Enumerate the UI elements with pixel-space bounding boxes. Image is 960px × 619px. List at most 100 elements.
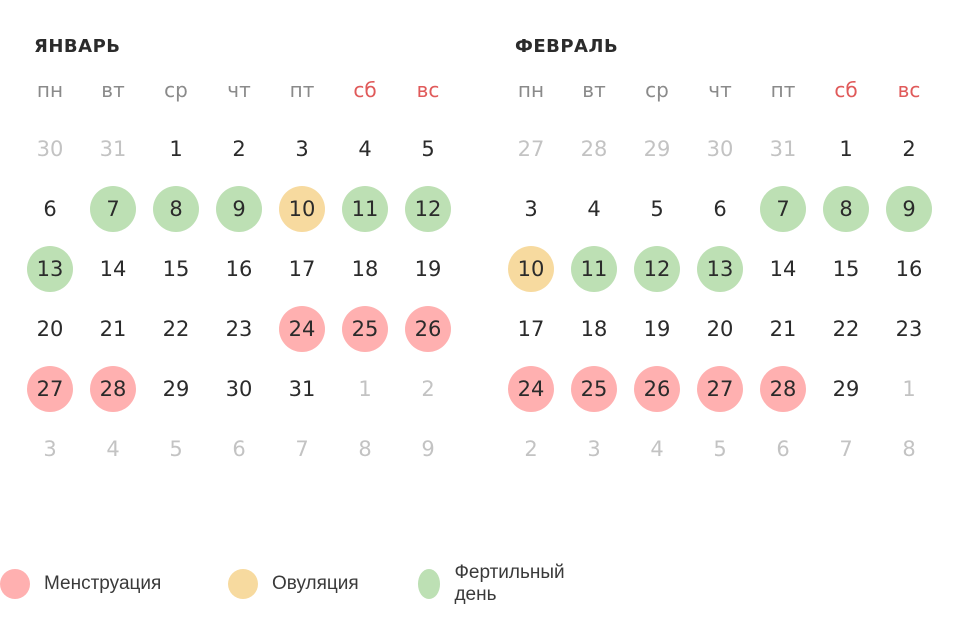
day-cell[interactable]: 19 [414,257,442,281]
day-cell[interactable]: 1 [839,137,853,161]
day-cell[interactable]: 31 [99,137,127,161]
day-cell[interactable]: 5 [421,137,435,161]
day-cell[interactable]: 6 [713,197,727,221]
day-cell[interactable]: 1 [902,377,916,401]
weekday-label: чт [227,78,251,102]
day-cell-menstruation[interactable]: 25 [571,366,617,412]
day-cell-fertile[interactable]: 12 [634,246,680,292]
day-cell-menstruation[interactable]: 28 [760,366,806,412]
day-cell[interactable]: 1 [169,137,183,161]
day-cell[interactable]: 2 [232,137,246,161]
day-cell[interactable]: 4 [106,437,120,461]
weekday-label: вс [897,78,921,102]
day-cell[interactable]: 6 [43,197,57,221]
day-cell[interactable]: 16 [225,257,253,281]
weekday-label: вс [416,78,440,102]
day-cell-fertile[interactable]: 7 [90,186,136,232]
day-cell[interactable]: 8 [358,437,372,461]
day-cell-fertile[interactable]: 13 [697,246,743,292]
day-cell[interactable]: 15 [162,257,190,281]
day-cell-fertile[interactable]: 11 [342,186,388,232]
day-cell[interactable]: 3 [524,197,538,221]
day-cell[interactable]: 3 [43,437,57,461]
day-cell[interactable]: 5 [169,437,183,461]
day-cell-menstruation[interactable]: 27 [697,366,743,412]
day-cell-ovulation[interactable]: 10 [279,186,325,232]
weekday-label: сб [353,78,377,102]
day-cell[interactable]: 21 [99,317,127,341]
day-cell[interactable]: 20 [706,317,734,341]
day-cell[interactable]: 9 [421,437,435,461]
day-cell[interactable]: 4 [587,197,601,221]
day-cell[interactable]: 20 [36,317,64,341]
weekday-label: пн [517,78,545,102]
day-cell[interactable]: 29 [832,377,860,401]
day-cell[interactable]: 17 [288,257,316,281]
weekday-label: чт [708,78,732,102]
day-cell[interactable]: 7 [295,437,309,461]
day-cell[interactable]: 23 [895,317,923,341]
weekday-label: пн [36,78,64,102]
day-cell[interactable]: 19 [643,317,671,341]
day-cell[interactable]: 14 [769,257,797,281]
day-cell[interactable]: 23 [225,317,253,341]
day-cell[interactable]: 28 [580,137,608,161]
month-title: ЯНВАРЬ [34,36,121,57]
day-cell[interactable]: 17 [517,317,545,341]
legend-label: Менструация [44,573,162,594]
day-cell-fertile[interactable]: 7 [760,186,806,232]
day-cell[interactable]: 30 [36,137,64,161]
day-cell[interactable]: 1 [358,377,372,401]
day-cell-menstruation[interactable]: 28 [90,366,136,412]
day-cell-ovulation[interactable]: 10 [508,246,554,292]
day-cell-menstruation[interactable]: 24 [279,306,325,352]
legend-label: Фертильный день [454,562,565,605]
day-cell-menstruation[interactable]: 25 [342,306,388,352]
day-cell[interactable]: 31 [288,377,316,401]
ovulation-dot-icon [228,569,258,599]
day-cell-menstruation[interactable]: 24 [508,366,554,412]
day-cell-fertile[interactable]: 12 [405,186,451,232]
day-cell[interactable]: 18 [580,317,608,341]
day-cell-fertile[interactable]: 11 [571,246,617,292]
day-cell[interactable]: 8 [902,437,916,461]
day-cell[interactable]: 5 [713,437,727,461]
day-cell[interactable]: 18 [351,257,379,281]
day-cell[interactable]: 30 [225,377,253,401]
day-cell[interactable]: 29 [162,377,190,401]
day-cell[interactable]: 22 [832,317,860,341]
day-cell[interactable]: 4 [650,437,664,461]
day-cell[interactable]: 14 [99,257,127,281]
day-cell[interactable]: 6 [232,437,246,461]
day-cell[interactable]: 21 [769,317,797,341]
day-cell[interactable]: 27 [517,137,545,161]
day-cell[interactable]: 3 [587,437,601,461]
weekday-label: вт [101,78,125,102]
weekday-label: сб [834,78,858,102]
day-cell[interactable]: 7 [839,437,853,461]
day-cell-fertile[interactable]: 9 [216,186,262,232]
day-cell[interactable]: 15 [832,257,860,281]
weekday-label: ср [164,78,188,102]
day-cell-fertile[interactable]: 13 [27,246,73,292]
day-cell-fertile[interactable]: 8 [823,186,869,232]
day-cell-fertile[interactable]: 9 [886,186,932,232]
day-cell[interactable]: 30 [706,137,734,161]
day-cell-menstruation[interactable]: 26 [634,366,680,412]
day-cell[interactable]: 3 [295,137,309,161]
day-cell[interactable]: 29 [643,137,671,161]
day-cell[interactable]: 2 [902,137,916,161]
weekday-label: ср [645,78,669,102]
day-cell[interactable]: 31 [769,137,797,161]
day-cell[interactable]: 6 [776,437,790,461]
legend-item-fertile: Фертильный день [418,562,572,605]
day-cell[interactable]: 2 [421,377,435,401]
day-cell-menstruation[interactable]: 27 [27,366,73,412]
day-cell-fertile[interactable]: 8 [153,186,199,232]
day-cell[interactable]: 5 [650,197,664,221]
day-cell[interactable]: 22 [162,317,190,341]
day-cell[interactable]: 16 [895,257,923,281]
day-cell[interactable]: 2 [524,437,538,461]
day-cell-menstruation[interactable]: 26 [405,306,451,352]
day-cell[interactable]: 4 [358,137,372,161]
